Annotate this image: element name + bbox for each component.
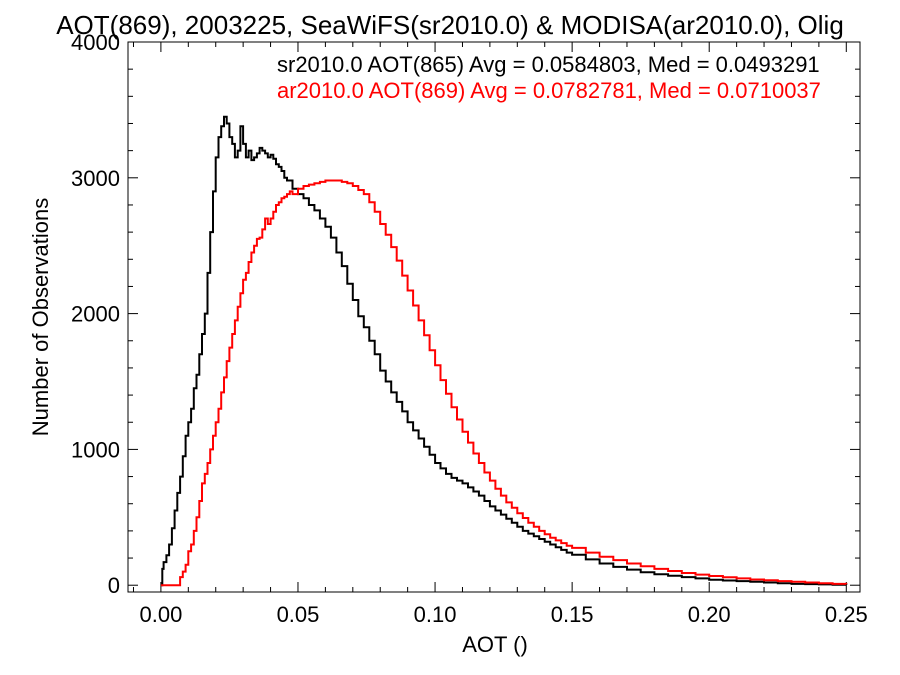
y-tick-label: 1000	[71, 437, 120, 462]
x-tick-label: 0.25	[825, 602, 868, 627]
x-tick-label: 0.15	[551, 602, 594, 627]
y-tick-label: 3000	[71, 166, 120, 191]
plot-area: 0.00 0.05 0.10 0.15 0.20 0.25 0 1000 2000 3000 40…	[71, 30, 868, 627]
legend-annotation-red: ar2010.0 AOT(869) Avg = 0.0782781, Med =…	[277, 78, 821, 103]
series-line-1	[160, 179, 848, 587]
x-axis-label: AOT ()	[462, 632, 528, 657]
x-tick-label: 0.20	[688, 602, 731, 627]
x-axis: 0.00 0.05 0.10 0.15 0.20 0.25	[132, 42, 868, 627]
y-tick-label: 0	[108, 573, 120, 598]
chart-title: AOT(869), 2003225, SeaWiFS(sr2010.0) & M…	[56, 10, 844, 40]
plot-frame	[127, 41, 861, 593]
series-line-0	[160, 115, 848, 587]
y-tick-label: 2000	[71, 302, 120, 327]
x-tick-label: 0.00	[139, 602, 182, 627]
x-tick-label: 0.05	[277, 602, 320, 627]
legend-annotation-black: sr2010.0 AOT(865) Avg = 0.0584803, Med =…	[277, 52, 820, 77]
y-tick-label: 4000	[71, 30, 120, 55]
y-axis-label: Number of Observations	[28, 198, 53, 436]
x-tick-label: 0.10	[414, 602, 457, 627]
series-group	[160, 115, 848, 587]
y-axis: 0 1000 2000 3000 4000	[71, 30, 860, 598]
